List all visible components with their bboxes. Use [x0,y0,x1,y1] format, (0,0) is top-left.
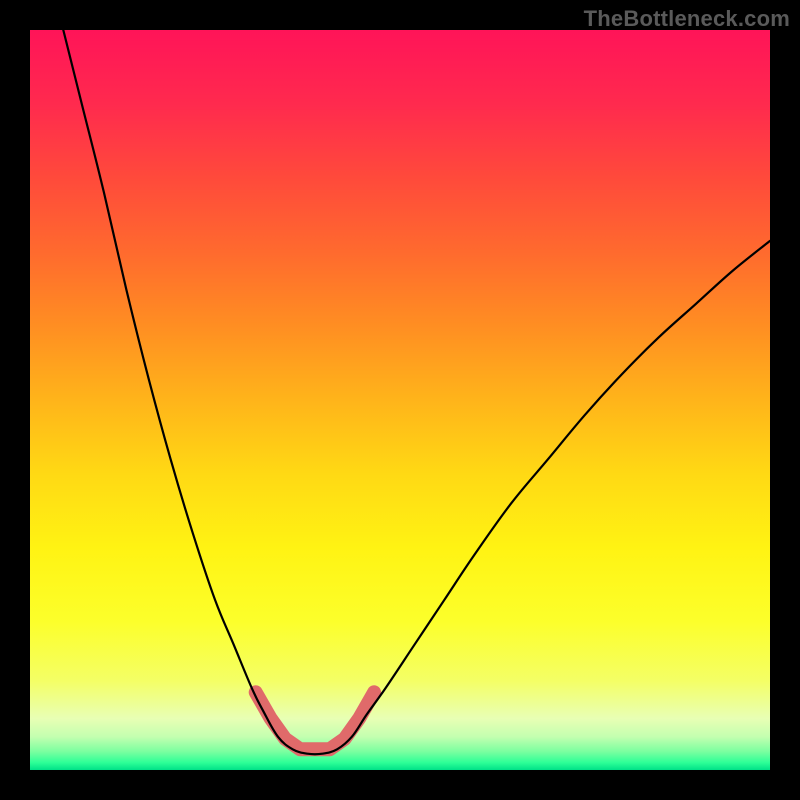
chart-frame: TheBottleneck.com [0,0,800,800]
chart-svg [30,30,770,770]
watermark-text: TheBottleneck.com [584,6,790,32]
plot-area [30,30,770,770]
gradient-background [30,30,770,770]
